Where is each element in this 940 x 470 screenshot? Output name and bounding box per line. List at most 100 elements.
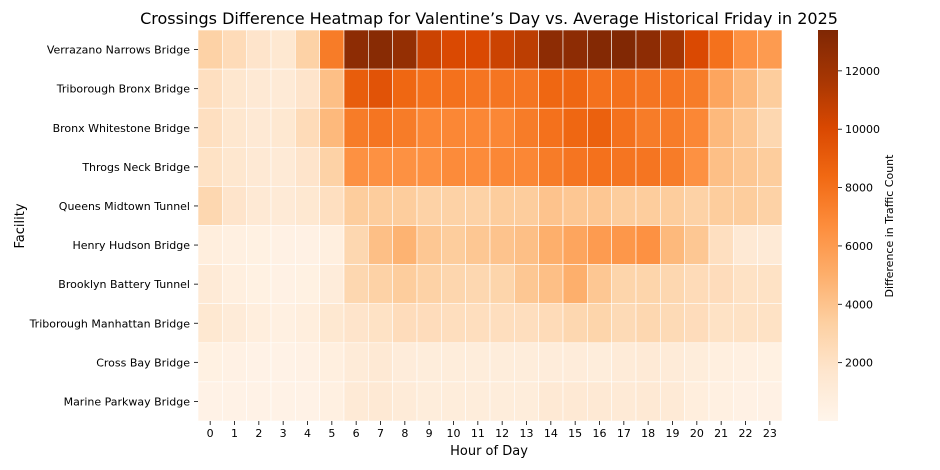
x-tick-label: 0: [207, 427, 214, 440]
heatmap-cell: [587, 342, 612, 383]
heatmap-cell: [270, 29, 296, 70]
colorbar-tick-label: 6000: [845, 240, 873, 253]
heatmap-cell: [514, 264, 539, 305]
heatmap-cell: [343, 147, 369, 187]
heatmap-cell: [246, 29, 272, 70]
heatmap-cell: [246, 186, 272, 226]
heatmap-cell: [635, 342, 661, 383]
heatmap-cell: [197, 186, 223, 226]
heatmap-cell: [587, 147, 612, 187]
colorbar-tick-label: 8000: [845, 182, 873, 195]
heatmap-cell: [392, 381, 418, 422]
heatmap-cell: [441, 381, 466, 422]
heatmap-cell: [757, 342, 783, 383]
colorbar: [818, 30, 838, 421]
heatmap-cell: [660, 381, 685, 422]
heatmap-cell: [368, 381, 393, 422]
heatmap-cell: [246, 303, 272, 344]
heatmap-cell: [343, 68, 369, 109]
heatmap-cell: [319, 264, 345, 305]
heatmap-cell: [465, 186, 491, 226]
heatmap-cell: [319, 381, 345, 422]
heatmap-cell: [416, 303, 442, 344]
heatmap-cell: [733, 147, 758, 187]
heatmap-cell: [562, 29, 588, 70]
heatmap-cell: [562, 303, 588, 344]
heatmap-cell: [538, 381, 564, 422]
heatmap-cell: [684, 303, 710, 344]
heatmap-cell: [197, 107, 223, 148]
heatmap-cell: [295, 29, 320, 70]
heatmap-cell: [660, 147, 685, 187]
heatmap-cell: [295, 147, 320, 187]
x-tick-label: 2: [255, 427, 262, 440]
heatmap-cell: [635, 381, 661, 422]
heatmap-cell: [441, 68, 466, 109]
heatmap-cell: [733, 303, 758, 344]
heatmap-cell: [708, 303, 734, 344]
heatmap-cell: [246, 225, 272, 265]
y-tick-label: Throgs Neck Bridge: [81, 161, 190, 174]
heatmap-cell: [465, 303, 491, 344]
heatmap-cell: [684, 381, 710, 422]
heatmap-cell: [465, 147, 491, 187]
heatmap-cell: [489, 264, 515, 305]
y-tick-label: Queens Midtown Tunnel: [59, 200, 190, 213]
heatmap-cell: [416, 147, 442, 187]
heatmap-cell: [197, 29, 223, 70]
heatmap-cell: [587, 68, 612, 109]
heatmap-cell: [733, 225, 758, 265]
heatmap-cell: [708, 147, 734, 187]
y-tick-label: Marine Parkway Bridge: [64, 395, 191, 408]
heatmap-cell: [295, 381, 320, 422]
heatmap-cell: [246, 381, 272, 422]
heatmap-cell: [489, 147, 515, 187]
heatmap-cell: [319, 186, 345, 226]
colorbar-tick-label: 4000: [845, 298, 873, 311]
heatmap-cell: [270, 381, 296, 422]
heatmap-cell: [465, 68, 491, 109]
heatmap-cell: [514, 147, 539, 187]
x-tick-label: 1: [231, 427, 238, 440]
x-tick-label: 11: [471, 427, 485, 440]
colorbar-ticks: 2000 4000 6000 8000 10000 12000: [838, 65, 880, 370]
heatmap-cell: [222, 68, 247, 109]
heatmap-cell: [222, 381, 247, 422]
heatmap-cell: [368, 303, 393, 344]
heatmap-cell: [611, 381, 637, 422]
colorbar-tick-label: 2000: [845, 357, 873, 370]
x-tick-label: 18: [641, 427, 655, 440]
heatmap-cell: [465, 264, 491, 305]
x-tick-label: 16: [593, 427, 607, 440]
heatmap-cell: [708, 342, 734, 383]
y-tick-label: Bronx Whitestone Bridge: [53, 122, 191, 135]
heatmap-cell: [392, 68, 418, 109]
heatmap-cell: [246, 342, 272, 383]
x-tick-label: 21: [714, 427, 728, 440]
heatmap-cell: [270, 147, 296, 187]
heatmap-cell: [222, 342, 247, 383]
x-tick-label: 10: [447, 427, 461, 440]
heatmap-cell: [319, 342, 345, 383]
heatmap-cell: [684, 147, 710, 187]
x-tick-label: 7: [377, 427, 384, 440]
y-tick-label: Triborough Manhattan Bridge: [29, 317, 191, 330]
heatmap-cell: [708, 186, 734, 226]
heatmap-cell: [197, 342, 223, 383]
heatmap-cell: [514, 29, 539, 70]
heatmap-cell: [368, 107, 393, 148]
heatmap-cell: [635, 68, 661, 109]
y-tick-label: Cross Bay Bridge: [96, 356, 190, 369]
y-tick-label: Verrazano Narrows Bridge: [47, 44, 190, 57]
heatmap-cell: [611, 303, 637, 344]
heatmap-cell: [222, 264, 247, 305]
heatmap-cell: [416, 381, 442, 422]
heatmap-cell: [270, 264, 296, 305]
heatmap-cell: [343, 342, 369, 383]
heatmap-cell: [684, 68, 710, 109]
heatmap-cell: [514, 381, 539, 422]
heatmap-cell: [441, 147, 466, 187]
heatmap-cell: [343, 225, 369, 265]
heatmap-cell: [441, 186, 466, 226]
